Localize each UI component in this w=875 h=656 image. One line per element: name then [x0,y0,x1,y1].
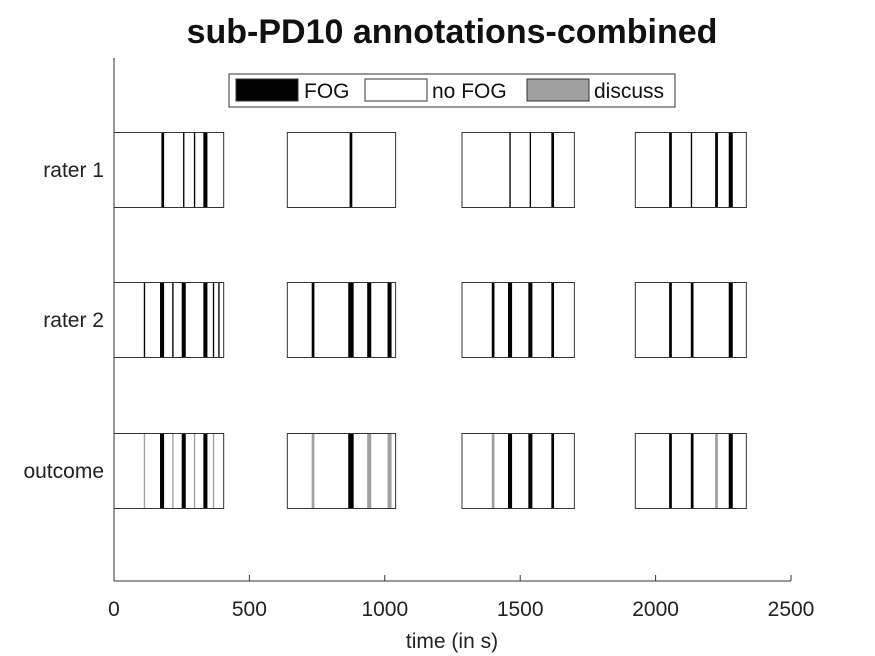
discuss-event-bar [715,433,718,509]
discuss-event-bar [387,433,392,509]
fog-event-bar [728,433,733,509]
discuss-event-bar [367,433,372,509]
fog-event-bar [348,433,354,509]
fog-event-bar [387,282,392,358]
legend: FOG no FOG discuss [228,73,676,108]
segment-2-outline [286,433,397,509]
fog-event-bar [690,433,694,509]
fog-event-bar [193,132,196,208]
segment-4-outline [634,132,747,208]
fog-event-bar [161,132,165,208]
fog-event-bar [508,282,513,358]
segment-4-background [635,132,747,208]
fog-event-bar [528,433,533,509]
fog-event-bar [143,282,146,358]
fog-event-bar [491,282,495,358]
x-tick-label: 2000 [632,598,679,621]
fog-event-bar [529,132,532,208]
segment-2-background [287,132,396,208]
segment-4-outline [634,433,747,509]
fog-event-bar [218,282,220,358]
x-tick-label: 500 [232,598,267,621]
legend-swatch-fog [235,78,299,102]
legend-swatch-discuss [526,78,590,102]
fog-event-bar [551,433,555,509]
legend-label-no-fog: no FOG [432,80,507,103]
discuss-event-bar [491,433,495,509]
segment-3-background [461,132,575,208]
fog-event-bar [181,433,186,509]
x-axis-label: time (in s) [406,630,498,653]
row-label: outcome [23,460,104,483]
fog-event-bar [203,433,208,509]
discuss-event-bar [193,433,196,509]
discuss-event-bar [311,433,315,509]
segment-3-background [461,433,575,509]
fog-event-bar [203,282,208,358]
x-tick-label: 0 [108,598,120,621]
segment-2-background [287,433,396,509]
fog-event-bar [669,433,672,509]
fog-event-bar [212,282,215,358]
discuss-event-bar [143,433,146,509]
row-label: rater 2 [43,309,104,332]
segment-3-outline [461,132,575,208]
segment-4-background [635,282,747,358]
legend-label-fog: FOG [304,80,350,103]
fog-event-bar [311,282,315,358]
row-rater-2: rater 2 [43,282,747,358]
segment-2-background [287,282,396,358]
fog-event-bar [348,282,354,358]
segment-3-outline [461,282,575,358]
fog-event-bar [508,433,513,509]
x-tick-label: 1500 [497,598,544,621]
fog-event-bar [203,132,208,208]
fog-event-bar [728,132,733,208]
fog-event-bar [183,132,185,208]
fog-event-bar [690,132,693,208]
segment-4-outline [634,282,747,358]
fog-event-bar [728,282,733,358]
segment-3-outline [461,433,575,509]
fog-event-bar [181,282,186,358]
segment-4-background [635,433,747,509]
fog-event-bar [160,433,165,509]
x-axis-ticks: 0 500 1000 1500 2000 2500 [108,575,814,621]
fog-event-bar [528,282,533,358]
fog-event-bar [669,282,672,358]
discuss-event-bar [172,433,174,509]
fog-event-bar [551,282,555,358]
fog-event-bar [551,132,555,208]
segment-3-background [461,282,575,358]
row-rater-1: rater 1 [43,132,747,208]
fog-event-bar [669,132,672,208]
x-tick-label: 2500 [768,598,815,621]
fog-event-bar [509,132,511,208]
legend-swatch-no-fog [364,78,428,102]
annotation-rows: rater 1 rater 2 outcome [23,132,747,509]
fog-event-bar [715,132,718,208]
discuss-event-bar [212,433,215,509]
row-label: rater 1 [43,159,104,182]
fog-event-bar [349,132,353,208]
legend-label-discuss: discuss [594,80,664,103]
fog-event-bar [172,282,174,358]
row-outcome: outcome [23,433,747,509]
fog-event-bar [367,282,372,358]
segment-2-outline [286,132,397,208]
fog-event-bar [690,282,694,358]
chart-title: sub-PD10 annotations-combined [187,13,718,51]
x-tick-label: 1000 [361,598,408,621]
legend-box [228,73,676,108]
segment-2-outline [286,282,397,358]
fog-event-bar [160,282,165,358]
